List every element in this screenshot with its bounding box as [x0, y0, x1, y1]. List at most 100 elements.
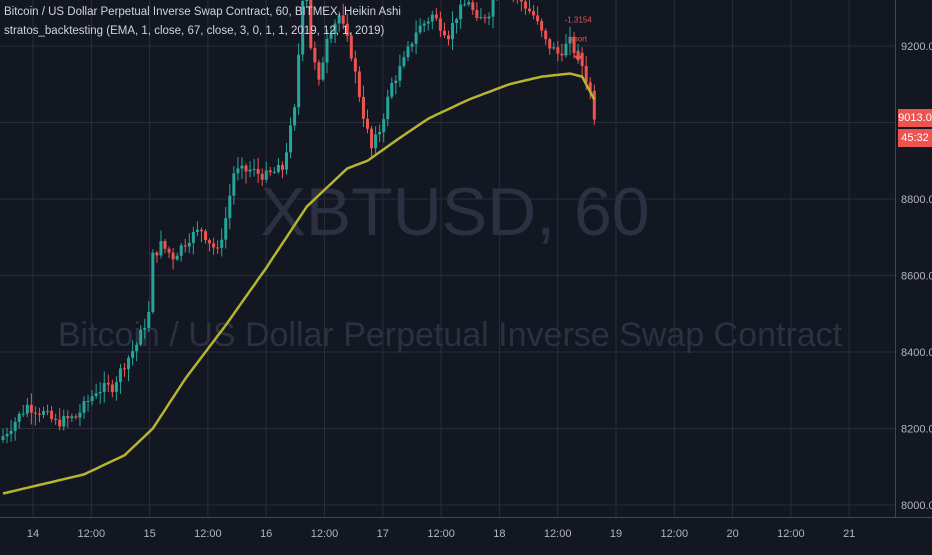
candle-body	[199, 229, 203, 232]
candle-body	[378, 132, 382, 135]
candle-body	[244, 165, 248, 172]
candle-body	[422, 23, 426, 26]
candle-body	[592, 90, 596, 120]
candle-body	[289, 125, 293, 153]
candle-body	[256, 168, 260, 174]
candle-body	[102, 382, 106, 392]
candle-body	[216, 247, 220, 249]
candle-body	[333, 23, 337, 34]
candle-body	[167, 248, 171, 253]
candle-body	[276, 165, 280, 172]
candle-body	[114, 382, 118, 392]
candle-body	[341, 15, 345, 24]
candle-body	[523, 1, 527, 9]
bar-countdown-badge: 45:32	[898, 128, 932, 147]
candle-body	[580, 52, 584, 67]
current-price-badge: 9013.0	[898, 108, 932, 127]
candle-body	[78, 412, 82, 418]
candle-body	[430, 14, 434, 22]
candle-body	[58, 419, 62, 427]
candle-body	[285, 152, 288, 170]
candle-body	[325, 38, 329, 63]
candle-body	[337, 15, 341, 24]
candle-body	[451, 23, 455, 40]
candle-body	[390, 82, 394, 97]
price-tick-label: 8800.0	[901, 194, 932, 206]
candle-body	[135, 344, 139, 352]
candle-body	[280, 165, 284, 170]
candle-body	[94, 393, 98, 397]
candle-body	[236, 168, 240, 174]
candle-body	[471, 2, 475, 11]
candle-body	[82, 401, 86, 413]
candle-body	[313, 47, 317, 63]
candle-body	[414, 32, 418, 44]
indicator-legend[interactable]: stratos_backtesting (EMA, 1, close, 67, …	[4, 25, 385, 37]
candle-body	[552, 47, 556, 49]
candle-body	[272, 171, 276, 173]
candle-body	[317, 62, 321, 80]
candle-body	[366, 118, 369, 129]
candle-body	[54, 419, 58, 421]
candle-body	[584, 66, 588, 83]
candle-body	[572, 36, 576, 53]
candle-body	[248, 169, 252, 172]
candle-body	[25, 404, 29, 414]
candle-body	[74, 416, 78, 418]
time-tick-label: 21	[843, 528, 855, 540]
candle-body	[353, 58, 357, 72]
time-tick-label: 19	[610, 528, 622, 540]
time-axis[interactable]: 14 12:00 15 12:00 16 12:00 17 12:00 18 12:00 19 12:…	[27, 528, 855, 540]
candle-body	[459, 4, 463, 20]
candle-body	[301, 1, 305, 55]
candle-body	[297, 54, 301, 108]
candle-body	[556, 47, 560, 54]
candle-body	[361, 97, 365, 119]
candle-body	[475, 10, 479, 18]
candle-body	[232, 173, 236, 196]
time-tick-label: 18	[493, 528, 505, 540]
candle-body	[5, 433, 9, 437]
candle-body	[1, 436, 5, 440]
chart-title[interactable]: Bitcoin / US Dollar Perpetual Inverse Sw…	[4, 6, 401, 18]
candle-body	[260, 173, 264, 180]
candle-body	[163, 241, 167, 249]
candle-body	[560, 53, 564, 56]
price-axis[interactable]: 9400.09200.09000.08800.08600.08400.08200…	[901, 0, 932, 512]
candle-body	[106, 382, 110, 385]
candle-body	[491, 0, 495, 17]
signal-pnl: -1.3154	[565, 16, 593, 25]
candle-body	[220, 239, 224, 248]
candle-body	[179, 245, 183, 256]
candle-body	[240, 165, 244, 169]
candle-body	[252, 168, 256, 170]
candle-body	[139, 329, 143, 345]
price-tick-label: 8400.0	[901, 347, 932, 359]
candle-body	[305, 0, 309, 2]
ema-line	[2, 72, 596, 495]
candle-body	[171, 252, 175, 260]
candle-body	[183, 245, 187, 247]
candle-body	[37, 413, 41, 415]
time-tick-label: 12:00	[661, 528, 689, 540]
candle-body	[118, 368, 122, 383]
candle-body	[187, 242, 191, 247]
candle-body	[110, 384, 114, 392]
candle-body	[147, 311, 151, 328]
candle-body	[455, 19, 459, 24]
candle-body	[382, 119, 386, 133]
candle-body	[62, 416, 66, 427]
time-tick-label: 12:00	[78, 528, 106, 540]
candle-body	[264, 170, 268, 180]
candle-body	[208, 240, 212, 244]
candle-body	[90, 396, 94, 402]
candle-body	[528, 8, 531, 12]
time-tick-label: 12:00	[544, 528, 572, 540]
candle-body	[268, 170, 272, 173]
candle-body	[46, 410, 50, 412]
candle-body	[151, 252, 155, 312]
candle-body	[204, 231, 207, 241]
candle-body	[33, 412, 37, 414]
candle-body	[402, 57, 406, 67]
